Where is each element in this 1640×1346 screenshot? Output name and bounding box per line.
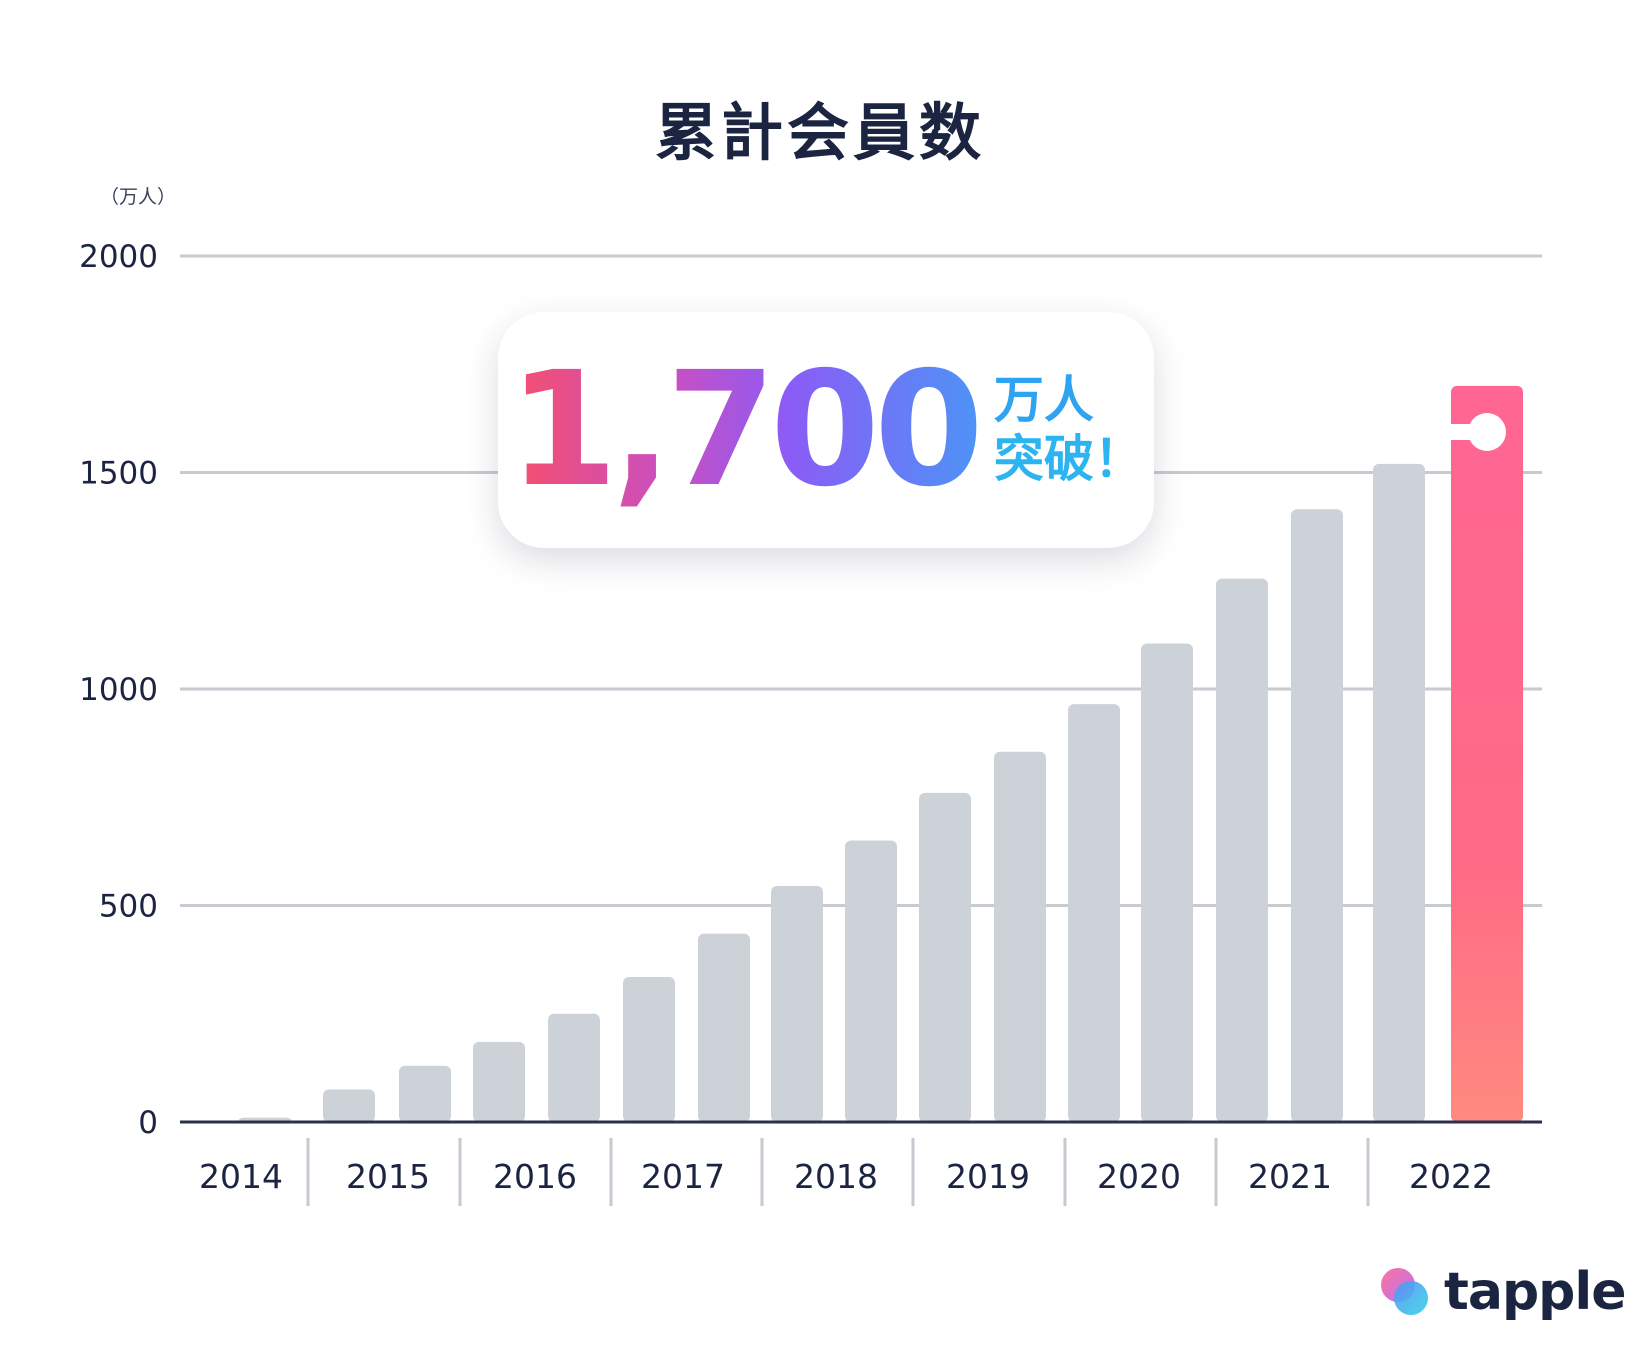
callout-line-1: 万人 — [993, 371, 1094, 429]
milestone-callout: 1,700 万人 突破！ — [498, 312, 1154, 548]
bar — [399, 1065, 451, 1122]
x-tick-label: 2018 — [794, 1157, 878, 1196]
bar — [1291, 509, 1343, 1122]
callout-number: 1,700 — [508, 338, 984, 522]
y-tick-label: 1500 — [79, 456, 158, 492]
bar — [1068, 704, 1120, 1122]
callout-marker — [1468, 413, 1506, 451]
callout-text: 万人 突破！ — [994, 371, 1144, 489]
brand-name: tapple — [1444, 1262, 1626, 1322]
bar — [323, 1089, 375, 1122]
y-tick-label: 500 — [99, 889, 158, 925]
x-tick-label: 2015 — [346, 1157, 430, 1196]
bar — [1141, 643, 1193, 1122]
callout-connector — [1150, 424, 1487, 440]
bar — [1373, 463, 1425, 1123]
x-tick-label: 2017 — [641, 1157, 725, 1196]
bar — [919, 792, 971, 1122]
y-tick-label: 2000 — [79, 239, 158, 275]
x-tick-label: 2016 — [493, 1157, 577, 1196]
bar — [994, 751, 1046, 1122]
x-tick-label: 2022 — [1409, 1157, 1493, 1196]
brand-logo: tapple — [1378, 1262, 1626, 1322]
x-tick-label: 2021 — [1248, 1157, 1332, 1196]
callout-line-2: 突破！ — [993, 430, 1144, 488]
y-tick-label: 0 — [138, 1105, 158, 1141]
bar-highlight — [1451, 385, 1523, 1122]
brand-mark-icon — [1378, 1265, 1432, 1319]
y-tick-label: 1000 — [79, 672, 158, 708]
bar — [623, 976, 675, 1122]
x-tick-label: 2014 — [199, 1157, 283, 1196]
bar — [1216, 578, 1268, 1122]
y-axis-unit-label: （万人） — [100, 186, 177, 208]
bar — [698, 933, 750, 1122]
bar — [771, 886, 823, 1122]
x-tick-label: 2019 — [946, 1157, 1030, 1196]
bar — [548, 1013, 600, 1122]
bar — [473, 1041, 525, 1122]
bar — [845, 840, 897, 1122]
x-tick-label: 2020 — [1097, 1157, 1181, 1196]
chart-title: 累計会員数 — [654, 96, 985, 169]
